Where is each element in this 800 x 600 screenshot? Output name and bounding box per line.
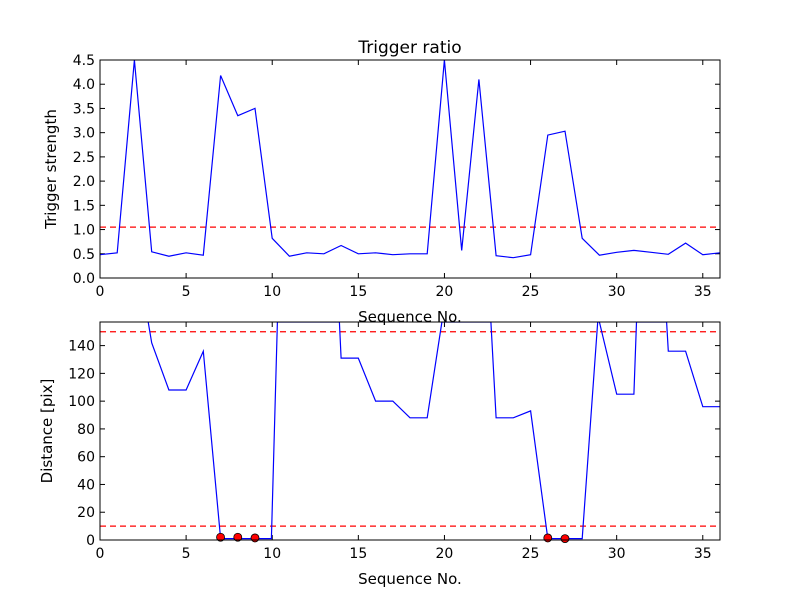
x-tick-label: 30 (608, 284, 626, 300)
y-tick-label: 2.0 (73, 174, 95, 190)
x-tick-label: 10 (263, 284, 281, 300)
top-chart-title: Trigger ratio (357, 38, 461, 58)
top-chart-series (100, 60, 720, 259)
y-tick-label: 3.5 (73, 101, 95, 117)
x-tick-label: 35 (694, 284, 712, 300)
y-tick-label: 20 (77, 505, 95, 521)
data-point-marker (543, 533, 553, 543)
y-tick-label: 120 (68, 366, 95, 382)
top-chart-ylabel: Trigger strength (42, 109, 60, 230)
bottom-chart-frame (99, 321, 721, 541)
x-tick-label: 35 (694, 546, 712, 562)
top-chart: Trigger ratio 0 5 10 15 20 25 30 35 0.0 0.5 1.0 1.5… (42, 38, 721, 326)
y-tick-label: 3.0 (73, 126, 95, 142)
bottom-chart-xlabel: Sequence No. (358, 570, 462, 588)
data-point-marker (250, 533, 260, 543)
series-line (100, 60, 720, 259)
bottom-chart-ylabel: Distance [pix] (38, 379, 56, 484)
bottom-chart: 0 5 10 15 20 25 30 35 0 20 40 60 80 100 120 140 Sequenc… (38, 321, 721, 588)
data-point-marker (233, 532, 243, 542)
y-tick-label: 4.5 (73, 53, 95, 69)
x-tick-label: 0 (96, 546, 105, 562)
y-tick-label: 140 (68, 339, 95, 355)
bottom-chart-series (147, 322, 720, 540)
top-chart-frame (99, 59, 721, 279)
x-tick-label: 15 (349, 546, 367, 562)
x-tick-label: 15 (349, 284, 367, 300)
data-point-marker (560, 534, 570, 544)
y-tick-label: 2.5 (73, 150, 95, 166)
y-tick-label: 40 (77, 477, 95, 493)
x-tick-label: 25 (522, 284, 540, 300)
x-tick-label: 30 (608, 546, 626, 562)
y-tick-label: 0.5 (73, 247, 95, 263)
y-tick-label: 0.0 (73, 271, 95, 287)
series-line (147, 322, 720, 540)
x-tick-label: 20 (436, 284, 454, 300)
bottom-chart-ticks: 0 5 10 15 20 25 30 35 0 20 40 60 80 100 120 140 (68, 322, 720, 562)
y-tick-label: 1.5 (73, 198, 95, 214)
top-chart-xlabel: Sequence No. (358, 308, 462, 326)
y-tick-label: 80 (77, 422, 95, 438)
bottom-chart-threshold-lines (100, 331, 720, 527)
y-tick-label: 60 (77, 450, 95, 466)
x-tick-label: 5 (182, 284, 191, 300)
y-tick-label: 100 (68, 394, 95, 410)
x-tick-label: 20 (436, 546, 454, 562)
x-tick-label: 0 (96, 284, 105, 300)
y-tick-label: 1.0 (73, 223, 95, 239)
y-tick-label: 0 (86, 533, 95, 549)
y-tick-label: 4.0 (73, 77, 95, 93)
x-tick-label: 5 (182, 546, 191, 562)
x-tick-label: 25 (522, 546, 540, 562)
x-tick-label: 10 (263, 546, 281, 562)
top-chart-ticks: 0 5 10 15 20 25 30 35 0.0 0.5 1.0 1.5 2.0 2.5 3.0 3.5 4.… (73, 53, 720, 300)
data-point-marker (216, 532, 225, 542)
